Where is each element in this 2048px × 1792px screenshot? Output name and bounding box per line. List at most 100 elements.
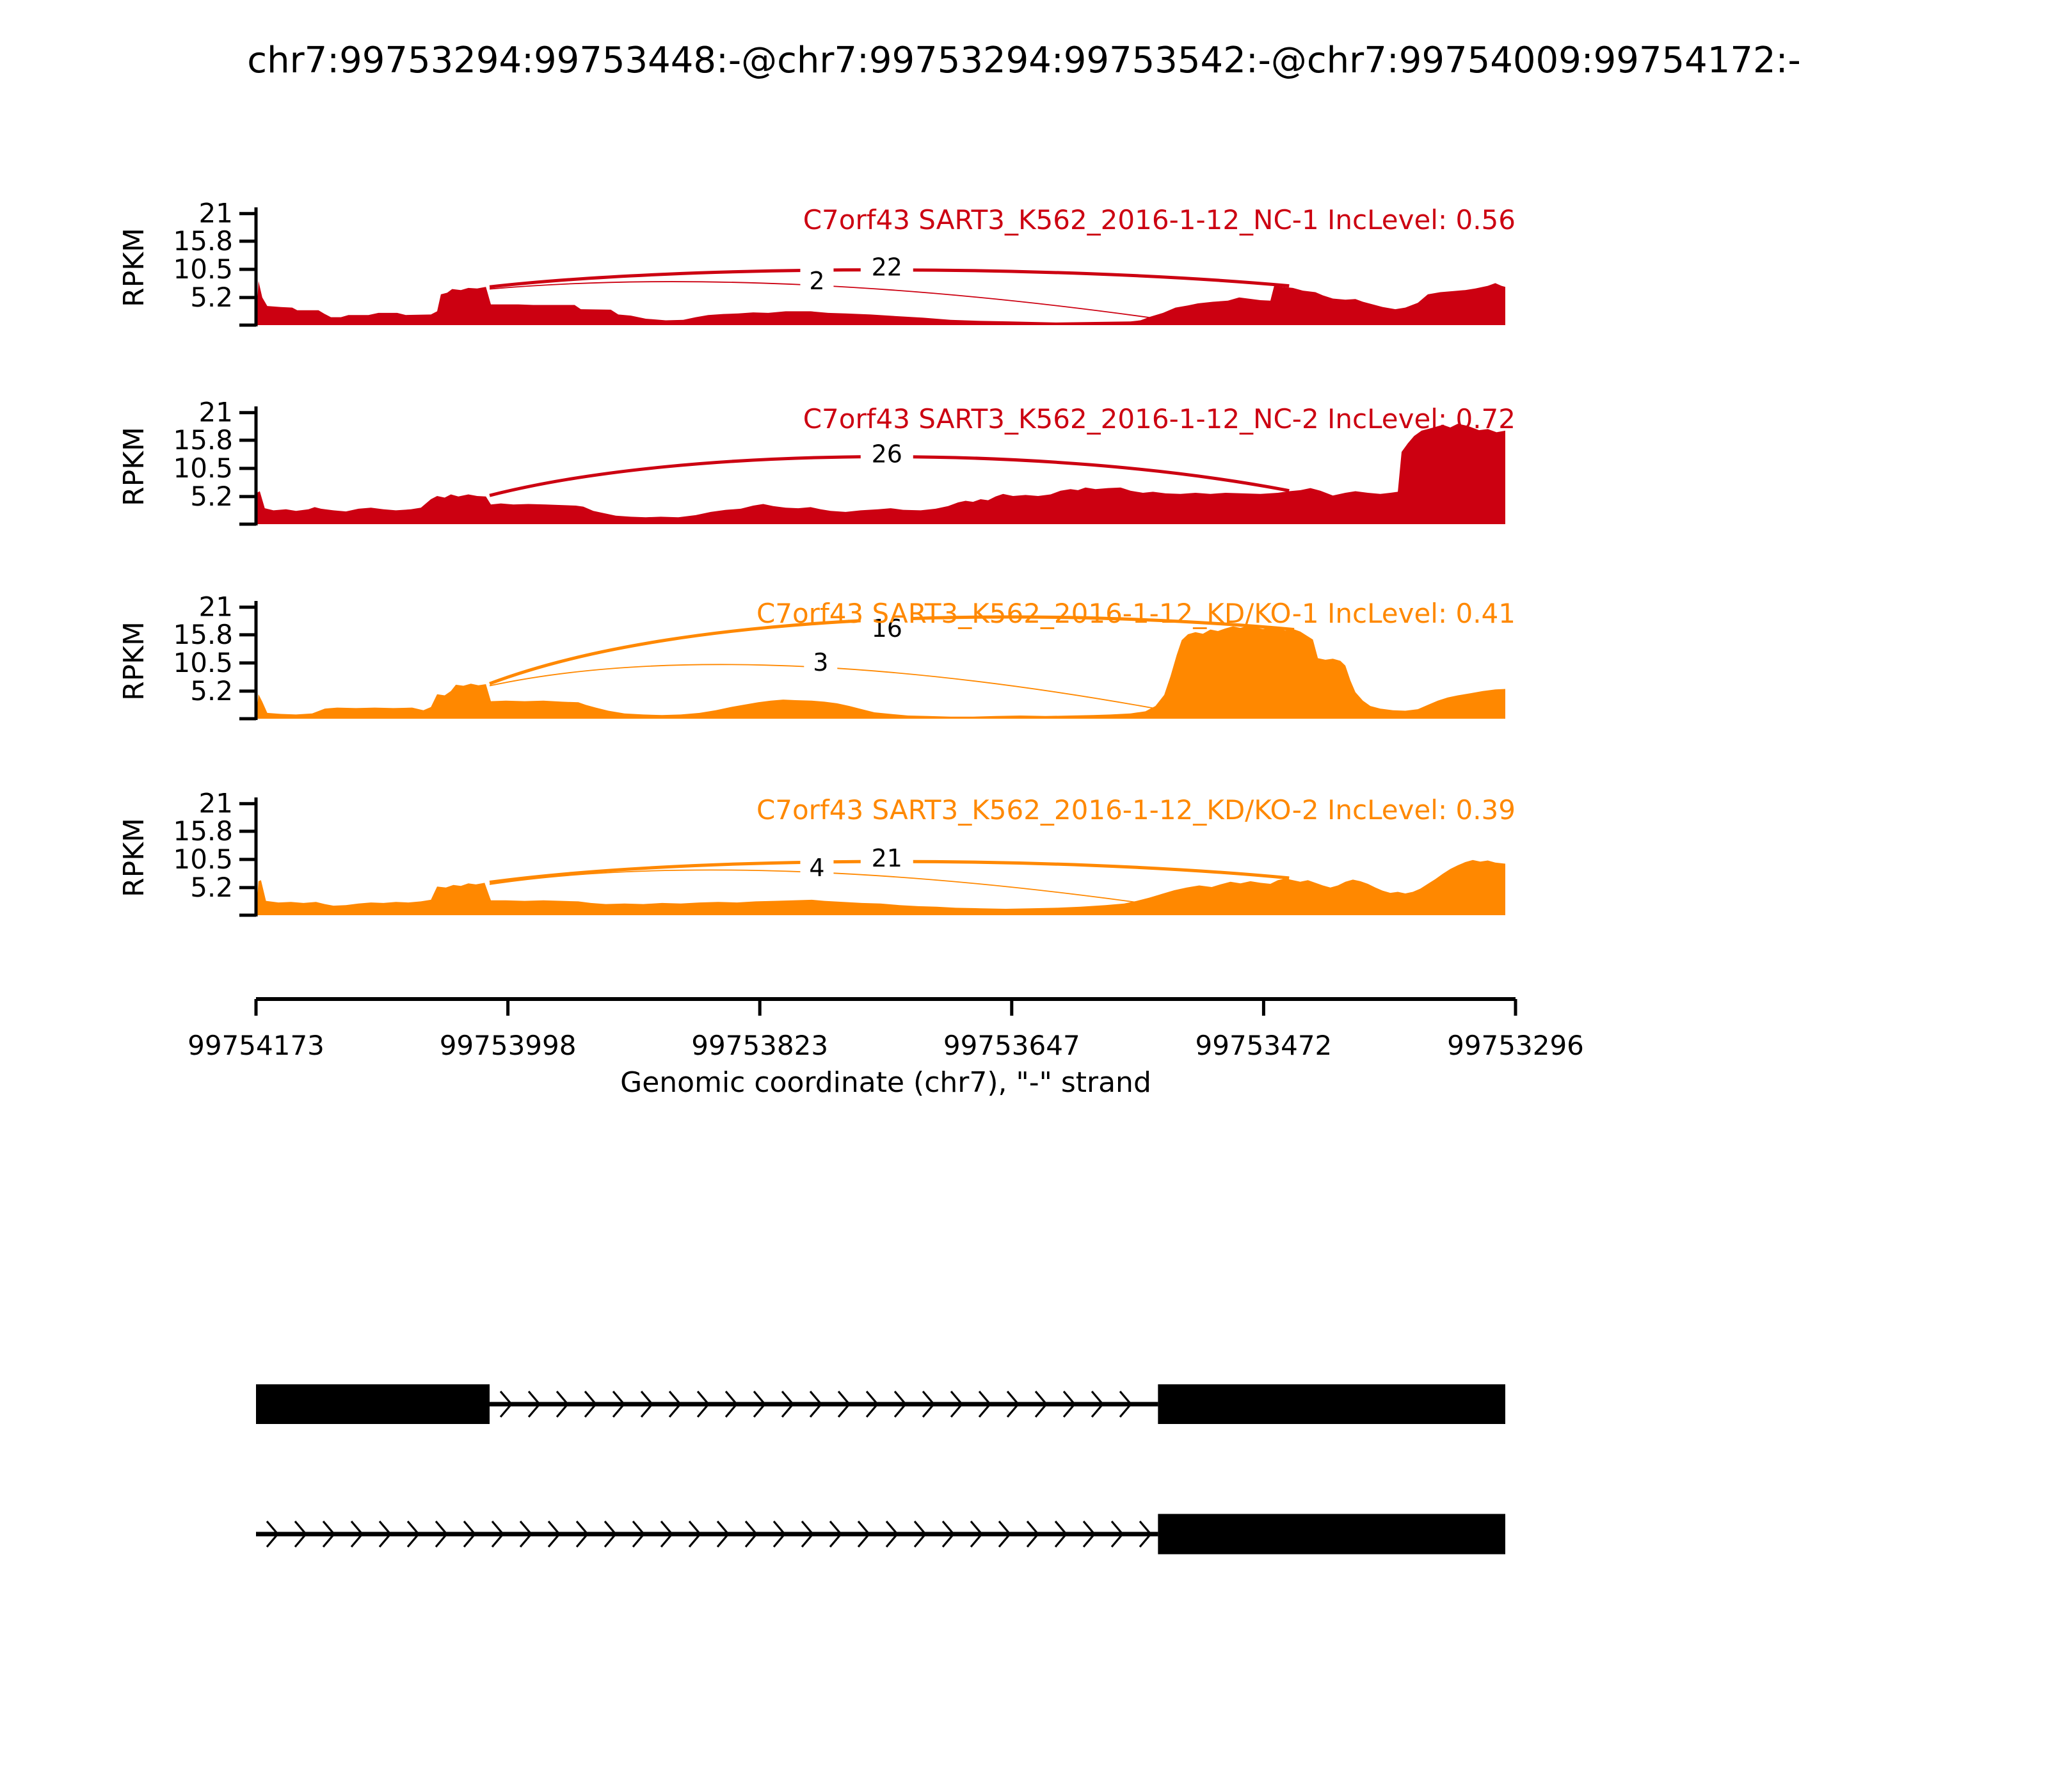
- strand-arrow-icon: [1082, 1520, 1096, 1548]
- strand-arrow-icon: [1026, 1520, 1039, 1548]
- strand-arrow-icon: [604, 1520, 617, 1548]
- junction-count-bg: [860, 438, 913, 470]
- y-tick-label: 15.8: [173, 619, 233, 650]
- junction-arc: [489, 281, 1151, 319]
- strand-arrow-icon: [435, 1520, 448, 1548]
- junction-count-label: 16: [872, 614, 902, 643]
- exon-box: [1158, 1514, 1505, 1555]
- strand-arrow-icon: [1034, 1390, 1048, 1418]
- strand-arrow-icon: [809, 1390, 822, 1418]
- strand-arrow-icon: [378, 1520, 392, 1548]
- strand-arrow-icon: [950, 1390, 963, 1418]
- strand-arrow-icon: [556, 1390, 569, 1418]
- strand-arrow-icon: [857, 1520, 870, 1548]
- figure-title: chr7:99753294:99753448:-@chr7:99753294:9…: [247, 40, 1801, 81]
- junction-arc: [489, 869, 1149, 905]
- junction-count-bg: [860, 612, 913, 644]
- strand-arrow-icon: [913, 1520, 927, 1548]
- strand-arrow-icon: [350, 1520, 364, 1548]
- strand-arrow-icon: [1110, 1520, 1124, 1548]
- strand-arrow-icon: [668, 1390, 682, 1418]
- coverage-area: [256, 281, 1505, 325]
- junction-arc: [489, 664, 1153, 709]
- strand-arrow-icon: [829, 1520, 842, 1548]
- transcript-row: [256, 1384, 1505, 1424]
- y-tick-label: 10.5: [173, 253, 233, 285]
- track-title: C7orf43 SART3_K562_2016-1-12_KD/KO-2 Inc…: [756, 794, 1516, 826]
- coverage-area: [256, 625, 1505, 719]
- track-title: C7orf43 SART3_K562_2016-1-12_NC-1 IncLev…: [803, 204, 1516, 236]
- junction-count-label: 3: [813, 648, 828, 676]
- coverage-area: [256, 860, 1505, 915]
- strand-arrow-icon: [266, 1520, 279, 1548]
- y-axis-title: RPKM: [118, 621, 150, 701]
- y-tick-label: 5.2: [190, 481, 233, 512]
- strand-arrow-icon: [941, 1520, 955, 1548]
- strand-arrow-icon: [724, 1390, 738, 1418]
- strand-arrow-icon: [922, 1390, 935, 1418]
- junction-count-bg: [860, 251, 913, 284]
- y-tick-label: 15.8: [173, 424, 233, 456]
- x-tick-label: 99753472: [1196, 1030, 1332, 1061]
- strand-arrow-icon: [716, 1520, 730, 1548]
- strand-arrow-icon: [1054, 1520, 1068, 1548]
- exon-box: [256, 1384, 490, 1424]
- strand-arrow-icon: [998, 1520, 1011, 1548]
- strand-arrow-icon: [744, 1520, 758, 1548]
- track-title: C7orf43 SART3_K562_2016-1-12_NC-2 IncLev…: [803, 403, 1516, 435]
- strand-arrow-icon: [893, 1390, 907, 1418]
- strand-arrow-icon: [978, 1390, 991, 1418]
- strand-arrow-icon: [865, 1390, 879, 1418]
- junction-count-bg: [860, 842, 913, 875]
- strand-arrow-icon: [1139, 1520, 1152, 1548]
- x-tick-label: 99753296: [1447, 1030, 1584, 1061]
- y-axis-title: RPKM: [118, 818, 150, 897]
- strand-arrow-icon: [519, 1520, 532, 1548]
- strand-arrow-icon: [696, 1390, 710, 1418]
- strand-arrow-icon: [463, 1520, 476, 1548]
- strand-arrow-icon: [688, 1520, 701, 1548]
- strand-arrow-icon: [885, 1520, 899, 1548]
- strand-arrow-icon: [660, 1520, 673, 1548]
- strand-arrow-icon: [781, 1390, 794, 1418]
- strand-arrow-icon: [322, 1520, 335, 1548]
- x-tick-label: 99753823: [691, 1030, 828, 1061]
- exon-box: [1158, 1384, 1505, 1424]
- coverage-area: [256, 424, 1505, 524]
- y-tick-label: 15.8: [173, 225, 233, 257]
- y-tick-label: 5.2: [190, 282, 233, 313]
- x-tick-label: 99754173: [188, 1030, 324, 1061]
- strand-arrow-icon: [640, 1390, 653, 1418]
- strand-arrow-icon: [584, 1390, 597, 1418]
- strand-arrow-icon: [970, 1520, 983, 1548]
- strand-arrow-icon: [1091, 1390, 1104, 1418]
- track-title: C7orf43 SART3_K562_2016-1-12_KD/KO-1 Inc…: [756, 598, 1516, 629]
- strand-arrow-icon: [1006, 1390, 1020, 1418]
- y-axis-title: RPKM: [118, 427, 150, 506]
- x-axis-title: Genomic coordinate (chr7), "-" strand: [620, 1066, 1151, 1099]
- x-axis: 99754173 99753998 99753823 99753647 99753472…: [188, 997, 1584, 1099]
- junction-count-label: 2: [809, 267, 824, 295]
- junction-count-label: 26: [872, 440, 902, 468]
- junction-count-label: 21: [872, 844, 902, 872]
- strand-arrow-icon: [801, 1520, 814, 1548]
- y-tick-label: 5.2: [190, 675, 233, 707]
- x-tick-label: 99753998: [440, 1030, 577, 1061]
- strand-arrow-icon: [837, 1390, 851, 1418]
- strand-arrow-icon: [772, 1520, 786, 1548]
- y-tick-label: 21: [199, 198, 233, 229]
- strand-arrow-icon: [491, 1520, 504, 1548]
- y-tick-label: 21: [199, 397, 233, 428]
- y-tick-label: 21: [199, 591, 233, 623]
- strand-arrow-icon: [527, 1390, 541, 1418]
- strand-arrow-icon: [406, 1520, 420, 1548]
- strand-arrow-icon: [612, 1390, 625, 1418]
- strand-arrow-icon: [575, 1520, 589, 1548]
- y-tick-label: 15.8: [173, 815, 233, 847]
- strand-arrow-icon: [753, 1390, 766, 1418]
- strand-arrow-icon: [1062, 1390, 1076, 1418]
- strand-arrow-icon: [499, 1390, 513, 1418]
